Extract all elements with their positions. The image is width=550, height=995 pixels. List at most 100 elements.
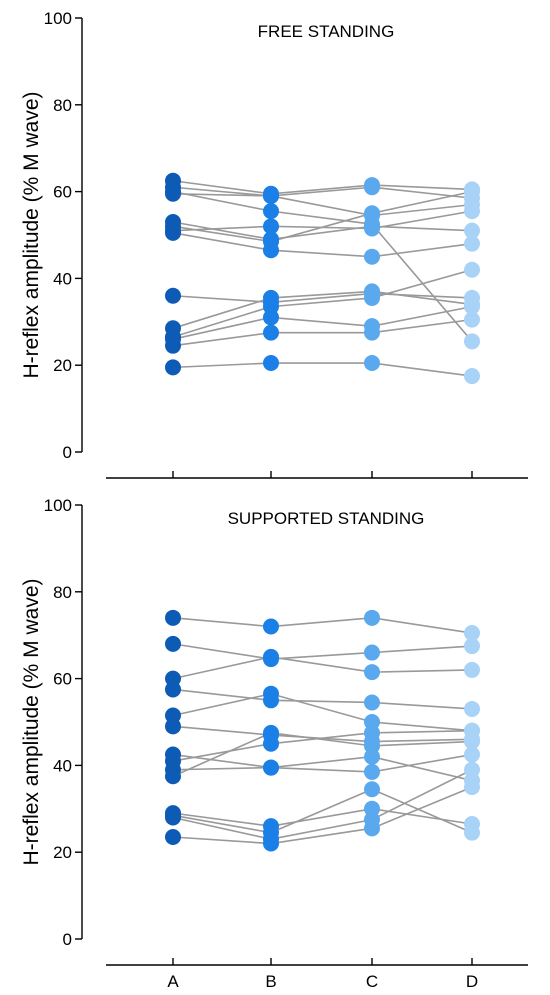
data-point	[364, 609, 380, 626]
y-tick-label: 20	[53, 843, 72, 862]
condition-c-points	[364, 609, 380, 837]
data-point	[364, 763, 380, 780]
y-tick-label: 20	[53, 356, 72, 375]
subject-line	[172, 807, 473, 827]
data-point	[165, 809, 181, 826]
data-point	[364, 737, 380, 754]
data-point	[364, 248, 380, 265]
condition-b-points	[263, 618, 279, 852]
data-point	[464, 261, 480, 278]
data-point	[364, 724, 380, 741]
data-point	[165, 718, 181, 735]
data-point	[364, 781, 380, 798]
data-point	[464, 661, 480, 678]
connector-lines	[172, 179, 473, 377]
data-point	[263, 355, 279, 372]
subject-line	[172, 753, 473, 782]
data-point	[165, 183, 181, 200]
data-point	[165, 287, 181, 304]
x-tick-label: A	[167, 972, 179, 991]
condition-d-points	[464, 181, 480, 385]
subject-line	[172, 232, 473, 258]
condition-d-points	[464, 625, 480, 841]
subject-line	[172, 656, 473, 680]
data-point	[263, 324, 279, 341]
y-tick-label: 60	[53, 670, 72, 689]
data-point	[464, 761, 480, 778]
data-point	[165, 609, 181, 626]
subject-line	[172, 190, 473, 243]
data-point	[364, 664, 380, 681]
subject-line	[172, 179, 473, 195]
x-tick-label: C	[366, 972, 378, 991]
data-point	[464, 222, 480, 239]
subject-line	[172, 732, 473, 777]
panel-free-standing: 0 20 40 60 80 100 FREE STANDING H-reflex amplit…	[20, 9, 528, 479]
condition-a-points	[165, 609, 181, 846]
data-point	[364, 811, 380, 828]
y-tick-label: 0	[63, 443, 72, 462]
y-axis-title: H-reflex amplitude (% M wave)	[20, 91, 43, 378]
data-point	[464, 779, 480, 796]
subject-line	[172, 221, 473, 241]
y-tick-label: 40	[53, 756, 72, 775]
data-point	[364, 179, 380, 196]
data-point	[263, 187, 279, 204]
data-point	[464, 824, 480, 841]
subject-line	[172, 688, 473, 710]
y-tick-label: 40	[53, 269, 72, 288]
data-point	[464, 235, 480, 252]
x-tick-label: B	[265, 972, 276, 991]
data-point	[464, 746, 480, 763]
data-point	[263, 218, 279, 235]
condition-a-points	[165, 172, 181, 376]
subject-line	[172, 190, 473, 342]
subject-line	[172, 753, 473, 773]
subject-line	[172, 292, 473, 304]
subject-line	[172, 305, 473, 340]
data-point	[364, 694, 380, 711]
subject-line	[172, 643, 473, 660]
data-point	[263, 203, 279, 220]
data-point	[165, 768, 181, 785]
x-tick-label: D	[466, 972, 478, 991]
data-point	[165, 328, 181, 345]
subject-line	[172, 192, 473, 217]
data-point	[364, 644, 380, 661]
data-point	[464, 311, 480, 328]
data-point	[165, 635, 181, 652]
panel-title: SUPPORTED STANDING	[228, 509, 425, 528]
data-point	[263, 685, 279, 702]
data-point	[263, 618, 279, 635]
subject-line	[172, 617, 473, 634]
data-point	[364, 216, 380, 233]
subject-line	[172, 210, 473, 232]
subject-line	[172, 788, 473, 834]
subject-line	[172, 786, 473, 845]
y-tick-label: 80	[53, 96, 72, 115]
data-point	[364, 355, 380, 372]
data-point	[263, 724, 279, 741]
y-tick-label: 80	[53, 583, 72, 602]
data-point	[364, 289, 380, 306]
data-point	[364, 324, 380, 341]
panel-title: FREE STANDING	[258, 22, 395, 41]
connector-lines	[172, 617, 473, 845]
data-point	[464, 368, 480, 385]
subject-line	[172, 692, 473, 732]
data-point	[165, 224, 181, 241]
y-tick-label: 100	[44, 9, 72, 28]
data-point	[464, 333, 480, 350]
data-point	[263, 759, 279, 776]
panel-supported-standing: 0 20 40 60 80 100 A B C D SUPPORTED STANDING H-refl…	[20, 496, 528, 991]
subject-line	[172, 290, 473, 330]
subject-line	[172, 186, 473, 199]
data-point	[464, 733, 480, 750]
data-point	[464, 183, 480, 200]
data-point	[165, 829, 181, 846]
subject-line	[172, 362, 473, 377]
condition-b-points	[263, 185, 279, 372]
y-tick-label: 0	[63, 930, 72, 949]
condition-c-points	[364, 177, 380, 372]
